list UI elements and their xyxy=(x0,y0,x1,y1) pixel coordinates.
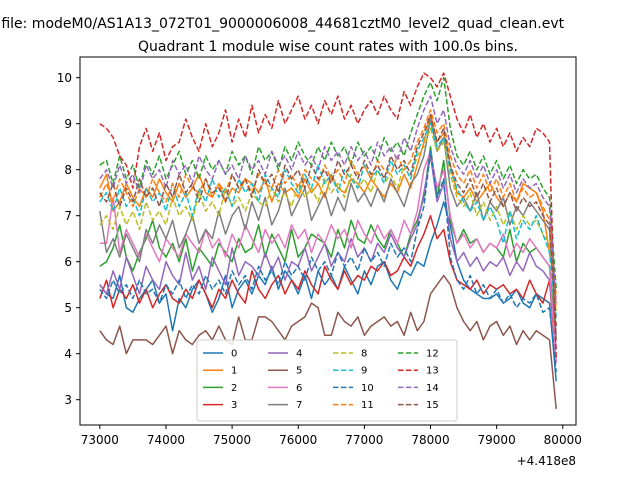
legend-label: 2 xyxy=(231,383,237,394)
legend-item-13: 13 xyxy=(398,366,439,377)
legend-item-9: 9 xyxy=(333,366,367,377)
y-tick-label: 8 xyxy=(64,163,72,177)
figure-suptitle: n file: modeM0/AS1A13_072T01_9000006008_… xyxy=(0,16,565,32)
y-tick-label: 10 xyxy=(57,71,72,85)
series-line-10 xyxy=(99,150,557,373)
legend-item-1: 1 xyxy=(203,366,237,377)
axes-frame xyxy=(79,56,577,426)
legend-label: 12 xyxy=(426,349,439,360)
x-axis: 73000 74000 75000 76000 77000 78000 79000 80000 xyxy=(81,425,582,447)
series-line-12 xyxy=(99,76,557,290)
series-line-5 xyxy=(99,274,557,409)
series-line-15 xyxy=(99,113,557,327)
x-offset-label: +4.418e8 xyxy=(517,454,576,468)
x-tick-label: 74000 xyxy=(147,433,185,447)
legend-label: 5 xyxy=(296,366,302,377)
series-lines xyxy=(99,72,557,409)
legend-item-5: 5 xyxy=(268,366,302,377)
series-line-7 xyxy=(99,118,557,336)
y-tick-label: 3 xyxy=(64,393,72,407)
series-line-13 xyxy=(99,72,557,359)
series-line-6 xyxy=(99,150,557,363)
series-line-11 xyxy=(99,109,557,308)
legend-box xyxy=(196,339,458,422)
x-tick-label: 77000 xyxy=(345,433,383,447)
x-tick-label: 79000 xyxy=(478,433,516,447)
legend-label: 14 xyxy=(426,383,439,394)
y-tick-label: 7 xyxy=(64,209,72,223)
legend-item-4: 4 xyxy=(268,349,302,360)
legend-label: 1 xyxy=(231,366,237,377)
y-tick-label: 9 xyxy=(64,117,72,131)
legend-label: 6 xyxy=(296,383,302,394)
y-axis: 3 4 5 6 7 8 9 10 xyxy=(57,71,80,407)
series-line-4 xyxy=(99,155,557,350)
series-line-14 xyxy=(99,95,557,304)
legend-label: 15 xyxy=(426,400,439,411)
legend-label: 13 xyxy=(426,366,439,377)
legend-item-15: 15 xyxy=(398,400,439,411)
legend-item-3: 3 xyxy=(203,400,237,411)
x-tick-label: 80000 xyxy=(544,433,582,447)
series-line-8 xyxy=(99,127,557,313)
legend-label: 11 xyxy=(361,400,374,411)
legend-item-14: 14 xyxy=(398,383,439,394)
series-line-0 xyxy=(99,201,557,382)
legend-label: 9 xyxy=(361,366,367,377)
y-tick-label: 4 xyxy=(64,347,72,361)
legend-label: 4 xyxy=(296,349,302,360)
legend-item-7: 7 xyxy=(268,400,302,411)
legend-label: 8 xyxy=(361,349,367,360)
legend-label: 7 xyxy=(296,400,302,411)
legend-item-11: 11 xyxy=(333,400,374,411)
x-tick-label: 75000 xyxy=(213,433,251,447)
legend-label: 3 xyxy=(231,400,237,411)
legend-item-6: 6 xyxy=(268,383,302,394)
legend-label: 10 xyxy=(361,383,374,394)
legend-item-2: 2 xyxy=(203,383,237,394)
legend-item-0: 0 xyxy=(203,349,237,360)
y-tick-label: 6 xyxy=(64,255,72,269)
x-tick-label: 73000 xyxy=(81,433,119,447)
legend-label: 0 xyxy=(231,349,237,360)
legend-item-10: 10 xyxy=(333,383,374,394)
x-tick-label: 78000 xyxy=(411,433,449,447)
plot-area: 73000 74000 75000 76000 77000 78000 79000 80000… xyxy=(57,56,582,447)
legend-item-12: 12 xyxy=(398,349,439,360)
chart-title: Quadrant 1 module wise count rates with … xyxy=(138,39,518,55)
series-line-9 xyxy=(99,122,557,317)
x-tick-label: 76000 xyxy=(279,433,317,447)
series-line-3 xyxy=(99,214,557,363)
y-tick-label: 5 xyxy=(64,301,72,315)
legend-item-8: 8 xyxy=(333,349,367,360)
